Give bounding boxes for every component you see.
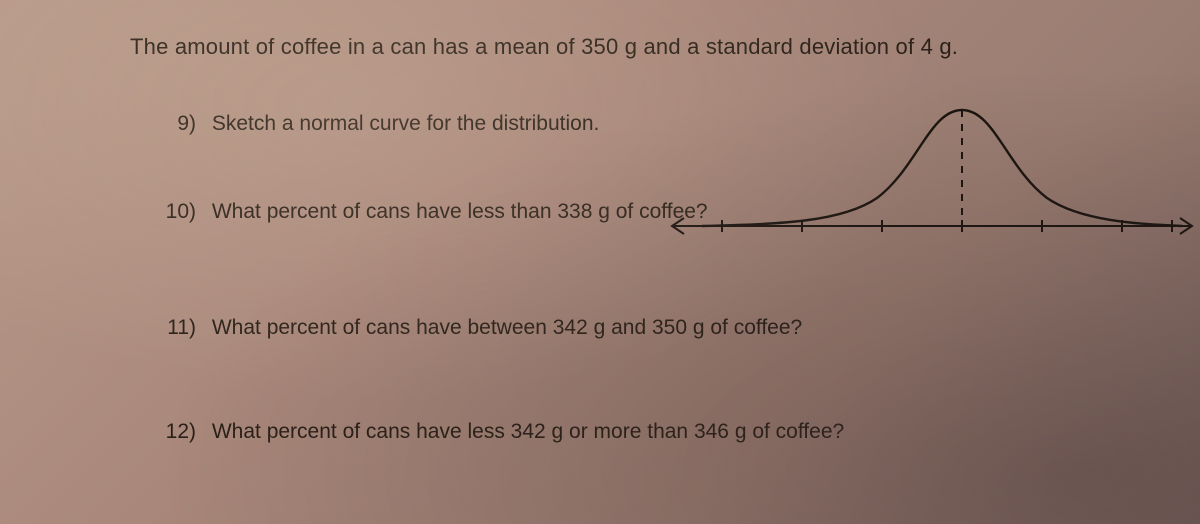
question-11: 11) What percent of cans have between 34… bbox=[158, 316, 802, 340]
question-9: 9) Sketch a normal curve for the distrib… bbox=[158, 112, 599, 136]
worksheet-page: The amount of coffee in a can has a mean… bbox=[0, 0, 1200, 524]
question-10: 10) What percent of cans have less than … bbox=[158, 200, 708, 224]
question-number: 11) bbox=[158, 316, 196, 340]
question-text: Sketch a normal curve for the distributi… bbox=[212, 112, 600, 135]
question-text: What percent of cans have between 342 g … bbox=[212, 316, 802, 339]
problem-intro: The amount of coffee in a can has a mean… bbox=[130, 34, 958, 60]
normal-curve-sketch bbox=[672, 88, 1192, 248]
question-number: 12) bbox=[158, 420, 196, 444]
question-12: 12) What percent of cans have less 342 g… bbox=[158, 420, 844, 444]
normal-curve-svg bbox=[672, 88, 1192, 258]
axis-arrow-right-icon bbox=[1180, 218, 1192, 234]
question-number: 9) bbox=[158, 112, 196, 136]
question-number: 10) bbox=[158, 200, 196, 224]
question-text: What percent of cans have less than 338 … bbox=[212, 200, 708, 223]
axis-ticks bbox=[722, 220, 1172, 232]
question-text: What percent of cans have less 342 g or … bbox=[212, 420, 844, 443]
bell-curve bbox=[702, 110, 1182, 226]
